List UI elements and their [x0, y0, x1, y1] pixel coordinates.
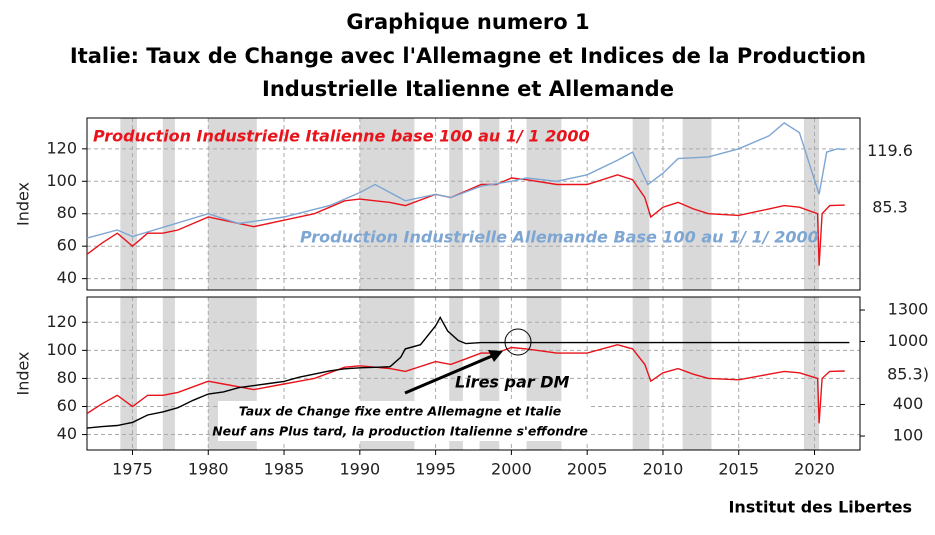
x-tick-label: 2015	[718, 460, 759, 479]
shaded-period	[162, 297, 175, 450]
y-tick-label: 120	[46, 138, 77, 157]
x-tick-label: 1980	[188, 460, 229, 479]
y2-tick-label: 1000	[888, 331, 929, 350]
shaded-period	[208, 118, 257, 290]
annotation: Taux de Change fixe entre Allemagne et I…	[239, 404, 562, 419]
title-line: Industrielle Italienne et Allemande	[262, 77, 674, 101]
shaded-period	[803, 297, 820, 450]
series-line	[86, 343, 845, 424]
x-tick-label: 2000	[491, 460, 532, 479]
shaded-period	[632, 297, 650, 450]
source: Institut des Libertes	[728, 498, 912, 517]
y-tick-label: 100	[46, 171, 77, 190]
y-tick-label: 60	[57, 396, 77, 415]
shaded-period	[682, 118, 712, 290]
y-tick-label: 40	[57, 268, 77, 287]
y-tick-label: 100	[46, 340, 77, 359]
arrow-head	[488, 350, 503, 362]
shaded-period	[449, 118, 463, 290]
shaded-period	[359, 118, 415, 290]
y-axis-label: Index	[14, 351, 33, 395]
x-tick-label: 1975	[112, 460, 153, 479]
highlight-circle	[504, 328, 532, 356]
end-label: 85.3	[872, 198, 908, 217]
title-line: Graphique numero 1	[346, 10, 589, 34]
arrow	[404, 354, 493, 395]
series-line	[86, 122, 845, 239]
plot-frame	[86, 296, 861, 451]
plot-layer: 40 60 80 100 120 Index 85.3 119.6 40 60 80 100 120 19…	[14, 117, 929, 479]
shaded-period	[526, 118, 562, 290]
title-line: Italie: Taux de Change avec l'Allemagne …	[70, 44, 866, 68]
y-tick-label: 120	[46, 312, 77, 331]
shaded-period	[803, 118, 820, 290]
y2-tick-label: 400	[893, 394, 924, 413]
y-tick-label: 80	[57, 368, 77, 387]
series-name: Lires par DM	[455, 373, 570, 392]
y-tick-label: 60	[57, 236, 77, 255]
shaded-period	[120, 297, 138, 450]
annotation-box	[218, 401, 588, 441]
plot-frame	[86, 117, 861, 291]
x-tick-label: 1985	[264, 460, 305, 479]
y-axis-label: Index	[14, 182, 33, 226]
annotation: Neuf ans Plus tard, la production Italie…	[212, 424, 588, 439]
shaded-period	[162, 118, 175, 290]
shaded-period	[682, 297, 712, 450]
x-tick-label: 1990	[339, 460, 380, 479]
end-label: 119.6	[867, 141, 913, 160]
x-tick-label: 2005	[567, 460, 608, 479]
series-line	[86, 174, 845, 266]
y-tick-label: 80	[57, 203, 77, 222]
x-tick-label: 1995	[415, 460, 456, 479]
shaded-period	[479, 118, 500, 290]
x-tick-label: 2010	[643, 460, 684, 479]
series-name: Production Industrielle Italienne base 1…	[93, 127, 590, 146]
x-tick-label: 2020	[794, 460, 835, 479]
y2-tick-label: 1300	[888, 300, 929, 319]
end-label: 85.3)	[887, 364, 929, 383]
series-line	[86, 315, 850, 429]
series-name: Production Industrielle Allemande Base 1…	[300, 228, 819, 247]
y-tick-label: 40	[57, 424, 77, 443]
y2-tick-label: 100	[893, 426, 924, 445]
